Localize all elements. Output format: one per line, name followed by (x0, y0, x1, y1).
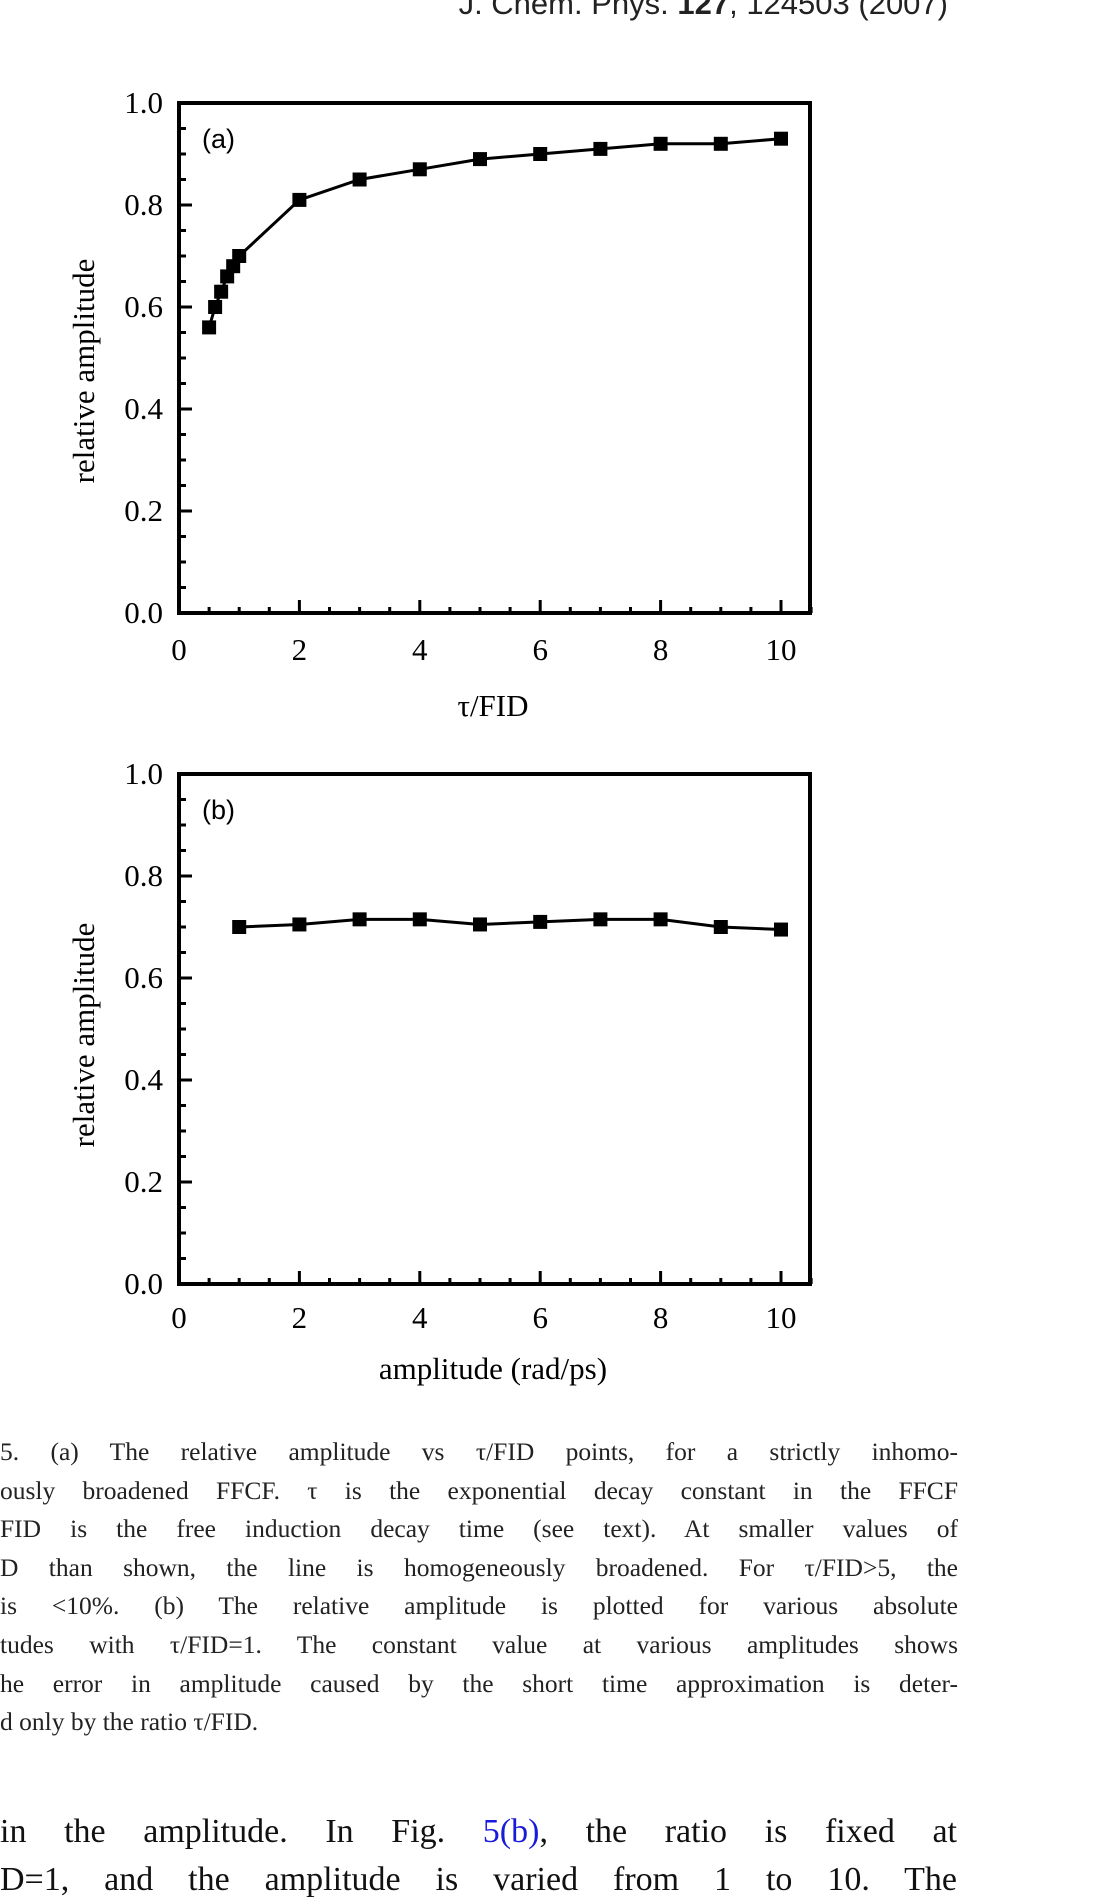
x-tick-label: 2 (292, 632, 308, 667)
data-point-marker (774, 131, 788, 146)
data-point-marker (202, 320, 217, 335)
data-point-marker (593, 141, 608, 156)
journal-volume: 127 (677, 0, 730, 21)
data-point-marker (232, 249, 247, 263)
x-axis-title: τ/FID (457, 688, 528, 723)
x-tick-label: 4 (412, 632, 428, 667)
data-point-marker (473, 152, 487, 167)
data-point-marker (352, 172, 367, 187)
data-point-marker (292, 917, 307, 932)
caption-line: is <10%. (b) The relative amplitude is p… (0, 1591, 958, 1621)
x-tick-label: 10 (766, 632, 797, 667)
data-point-marker (412, 912, 427, 927)
data-point-marker (208, 300, 223, 314)
plot-frame (177, 772, 812, 1286)
caption-line: FID is the free induction decay time (se… (0, 1514, 958, 1544)
caption-line: 5. (a) The relative amplitude vs τ/FID p… (0, 1437, 958, 1466)
y-tick-label: 0.0 (124, 1266, 163, 1301)
caption-line: he error in amplitude caused by the shor… (0, 1668, 958, 1698)
caption-line: ously broadened FFCF. τ is the exponenti… (0, 1475, 958, 1505)
x-tick-label: 0 (171, 1300, 187, 1335)
data-point-marker (653, 136, 668, 151)
y-tick-label: 0.8 (124, 187, 163, 222)
body-paragraph: in the amplitude. In Fig. 5(b), the rati… (0, 1808, 957, 1904)
x-tick-label: 0 (171, 632, 187, 667)
y-tick-label: 0.8 (124, 858, 163, 893)
caption-line: tudes with τ/FID=1. The constant value a… (0, 1629, 958, 1659)
journal-name: J. Chem. Phys. (458, 0, 678, 21)
x-tick-label: 4 (412, 1300, 428, 1335)
data-point-marker (473, 917, 487, 932)
x-tick-label: 8 (653, 1300, 669, 1335)
x-tick-label: 2 (292, 1300, 308, 1335)
data-point-marker (412, 162, 427, 177)
y-tick-label: 0.2 (124, 493, 163, 528)
data-point-marker (593, 912, 608, 927)
panel-label: (b) (202, 795, 235, 825)
y-tick-label: 0.0 (124, 595, 163, 630)
y-axis-title: relative amplitude (66, 923, 101, 1148)
chart-panel-a: 0.0 0.2 0.4 0.6 0.8 1.0 0 2 4 6 8 10 τ/FID relative a… (0, 0, 1100, 740)
y-tick-label: 0.2 (124, 1164, 163, 1199)
chart-panel-b: 0.0 0.2 0.4 0.6 0.8 1.0 0 2 4 6 8 10 amplitude (rad/… (66, 756, 813, 1386)
data-point-marker (352, 912, 367, 927)
data-point-marker (774, 922, 788, 937)
y-tick-label: 0.4 (124, 391, 163, 426)
series-line (239, 917, 782, 932)
x-axis-title: amplitude (rad/ps) (379, 1351, 607, 1386)
x-tick-label: 8 (653, 632, 669, 667)
data-point-marker (653, 912, 668, 927)
body-text-segment: in the amplitude. In Fig. (0, 1813, 483, 1850)
x-tick-label: 6 (532, 1300, 548, 1335)
figure-caption: 5. (a) The relative amplitude vs τ/FID p… (0, 1433, 958, 1742)
y-axis-title: relative amplitude (66, 259, 101, 484)
y-tick-label: 0.4 (124, 1062, 163, 1097)
x-tick-label: 10 (766, 1300, 797, 1335)
running-header: J. Chem. Phys. 127, 124503 (2007) (459, 0, 948, 22)
panel-label: (a) (202, 124, 235, 154)
y-tick-label: 1.0 (124, 85, 163, 120)
data-point-marker (292, 192, 307, 207)
data-point-marker (533, 914, 548, 929)
caption-line: d only by the ratio τ/FID. (0, 1707, 259, 1737)
data-point-marker (713, 136, 728, 151)
y-tick-label: 0.6 (124, 960, 163, 995)
journal-page-year: , 124503 (2007) (729, 0, 948, 21)
body-line-2: D=1, and the amplitude is varied from 1 … (0, 1861, 957, 1898)
data-point-marker (533, 147, 548, 161)
x-tick-label: 6 (532, 632, 548, 667)
figure-5b-link[interactable]: 5(b) (482, 1813, 540, 1850)
caption-line: D than shown, the line is homogeneously … (0, 1552, 958, 1582)
data-point-marker (713, 920, 728, 934)
data-point-marker (214, 284, 229, 299)
body-text-segment: , the ratio is fixed at (539, 1813, 957, 1850)
y-tick-label: 0.6 (124, 289, 163, 324)
y-tick-label: 1.0 (124, 756, 163, 791)
body-line-1: in the amplitude. In Fig. 5(b), the rati… (0, 1808, 957, 1856)
data-point-marker (232, 920, 247, 934)
